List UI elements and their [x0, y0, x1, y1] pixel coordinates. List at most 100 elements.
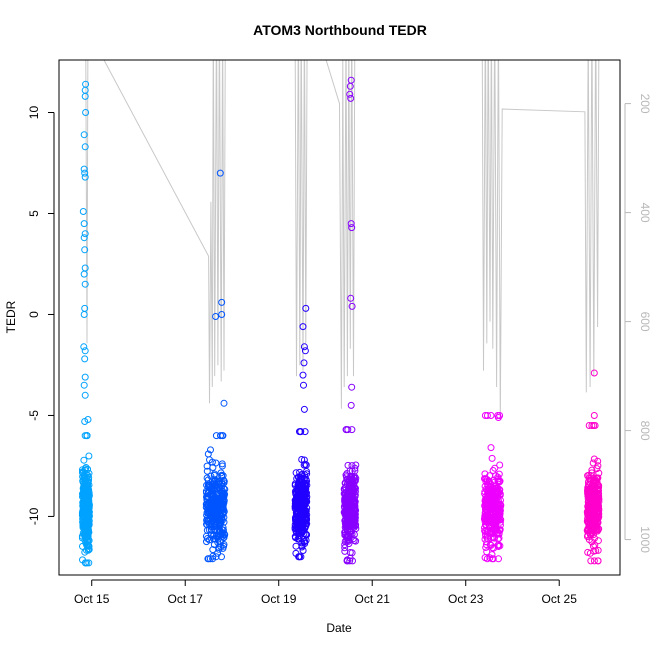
data-point — [218, 432, 226, 440]
outlier-point — [300, 405, 308, 413]
data-point — [351, 467, 359, 475]
data-point — [347, 488, 354, 495]
y-tick-label: 5 — [27, 210, 41, 217]
outlier-point — [80, 311, 88, 318]
data-point — [489, 511, 497, 519]
data-point — [296, 553, 304, 561]
data-point — [588, 526, 596, 534]
data-point — [584, 478, 592, 486]
data-point — [483, 548, 491, 556]
data-point — [83, 432, 91, 440]
data-point — [584, 548, 592, 556]
outlier-point — [80, 131, 88, 139]
x-tick-label: Oct 25 — [542, 592, 578, 606]
outlier-point — [81, 355, 89, 363]
data-point — [219, 509, 227, 517]
data-point — [216, 526, 224, 534]
data-point — [302, 479, 310, 487]
outlier-point — [80, 165, 88, 173]
data-point — [488, 551, 496, 559]
data-point — [212, 459, 220, 467]
series-6 — [583, 369, 603, 565]
outlier-point — [80, 381, 88, 389]
outlier-point — [81, 391, 89, 399]
data-point — [583, 517, 591, 525]
data-point — [346, 510, 354, 518]
data-point — [203, 516, 211, 524]
data-point — [301, 540, 309, 547]
data-point — [303, 520, 311, 528]
data-point — [84, 489, 91, 497]
data-point — [299, 547, 307, 554]
data-point — [593, 465, 601, 473]
y-axis-title: TEDR — [4, 300, 18, 333]
outlier-point — [347, 94, 355, 102]
series-5 — [481, 412, 505, 563]
outlier-point — [79, 208, 87, 215]
data-point — [83, 501, 91, 509]
outlier-point — [82, 109, 90, 116]
outlier-point — [300, 381, 307, 389]
data-point — [292, 534, 299, 542]
data-point — [218, 553, 225, 561]
data-point — [218, 460, 226, 468]
outlier-point — [81, 92, 89, 100]
axes-layer: Oct 15 Oct 17 Oct 19 Oct 21 Oct 23 Oct 25 -10 -… — [27, 59, 650, 606]
data-point — [303, 468, 310, 475]
data-point — [213, 477, 221, 485]
series-3 — [291, 304, 311, 561]
data-point — [595, 469, 603, 477]
data-point — [341, 544, 349, 552]
outlier-point — [494, 414, 502, 421]
data-point — [81, 471, 88, 479]
data-point — [301, 510, 309, 518]
data-point — [350, 474, 358, 482]
outlier-point — [81, 169, 89, 177]
data-point — [491, 464, 499, 472]
data-point — [294, 525, 302, 533]
right-tick-label: 600 — [638, 312, 650, 332]
series-2 — [202, 169, 229, 563]
data-point — [485, 478, 493, 486]
data-point — [299, 516, 306, 524]
outlier-point — [346, 82, 354, 90]
outlier-point — [347, 401, 355, 409]
outlier-point — [218, 311, 226, 318]
data-point — [80, 456, 88, 464]
data-point — [209, 546, 217, 554]
data-point — [218, 505, 225, 513]
data-point — [218, 492, 226, 500]
data-point — [202, 532, 210, 540]
data-point — [342, 483, 350, 491]
data-point — [298, 539, 306, 547]
series-1 — [78, 80, 93, 567]
data-point — [351, 519, 359, 527]
y-tick-label: -10 — [27, 507, 41, 525]
data-point — [586, 476, 594, 484]
data-point — [294, 473, 302, 481]
data-point — [218, 471, 226, 479]
data-point — [591, 496, 599, 504]
outlier-point — [80, 343, 88, 351]
data-point — [301, 428, 309, 436]
data-point — [218, 487, 226, 495]
data-point — [203, 538, 210, 546]
x-tick-label: Oct 21 — [355, 592, 391, 606]
data-point — [485, 498, 493, 506]
data-point — [297, 487, 305, 495]
data-point — [81, 559, 89, 567]
data-point — [350, 537, 358, 544]
data-point — [591, 503, 599, 511]
data-point — [344, 426, 352, 434]
data-point — [586, 503, 594, 510]
data-point — [300, 461, 308, 469]
data-point — [347, 518, 355, 526]
data-point — [203, 474, 211, 482]
data-point — [214, 503, 222, 511]
data-point — [348, 491, 356, 499]
data-point — [483, 476, 491, 484]
data-point — [346, 557, 354, 565]
data-point — [301, 460, 309, 468]
data-point — [496, 504, 504, 512]
